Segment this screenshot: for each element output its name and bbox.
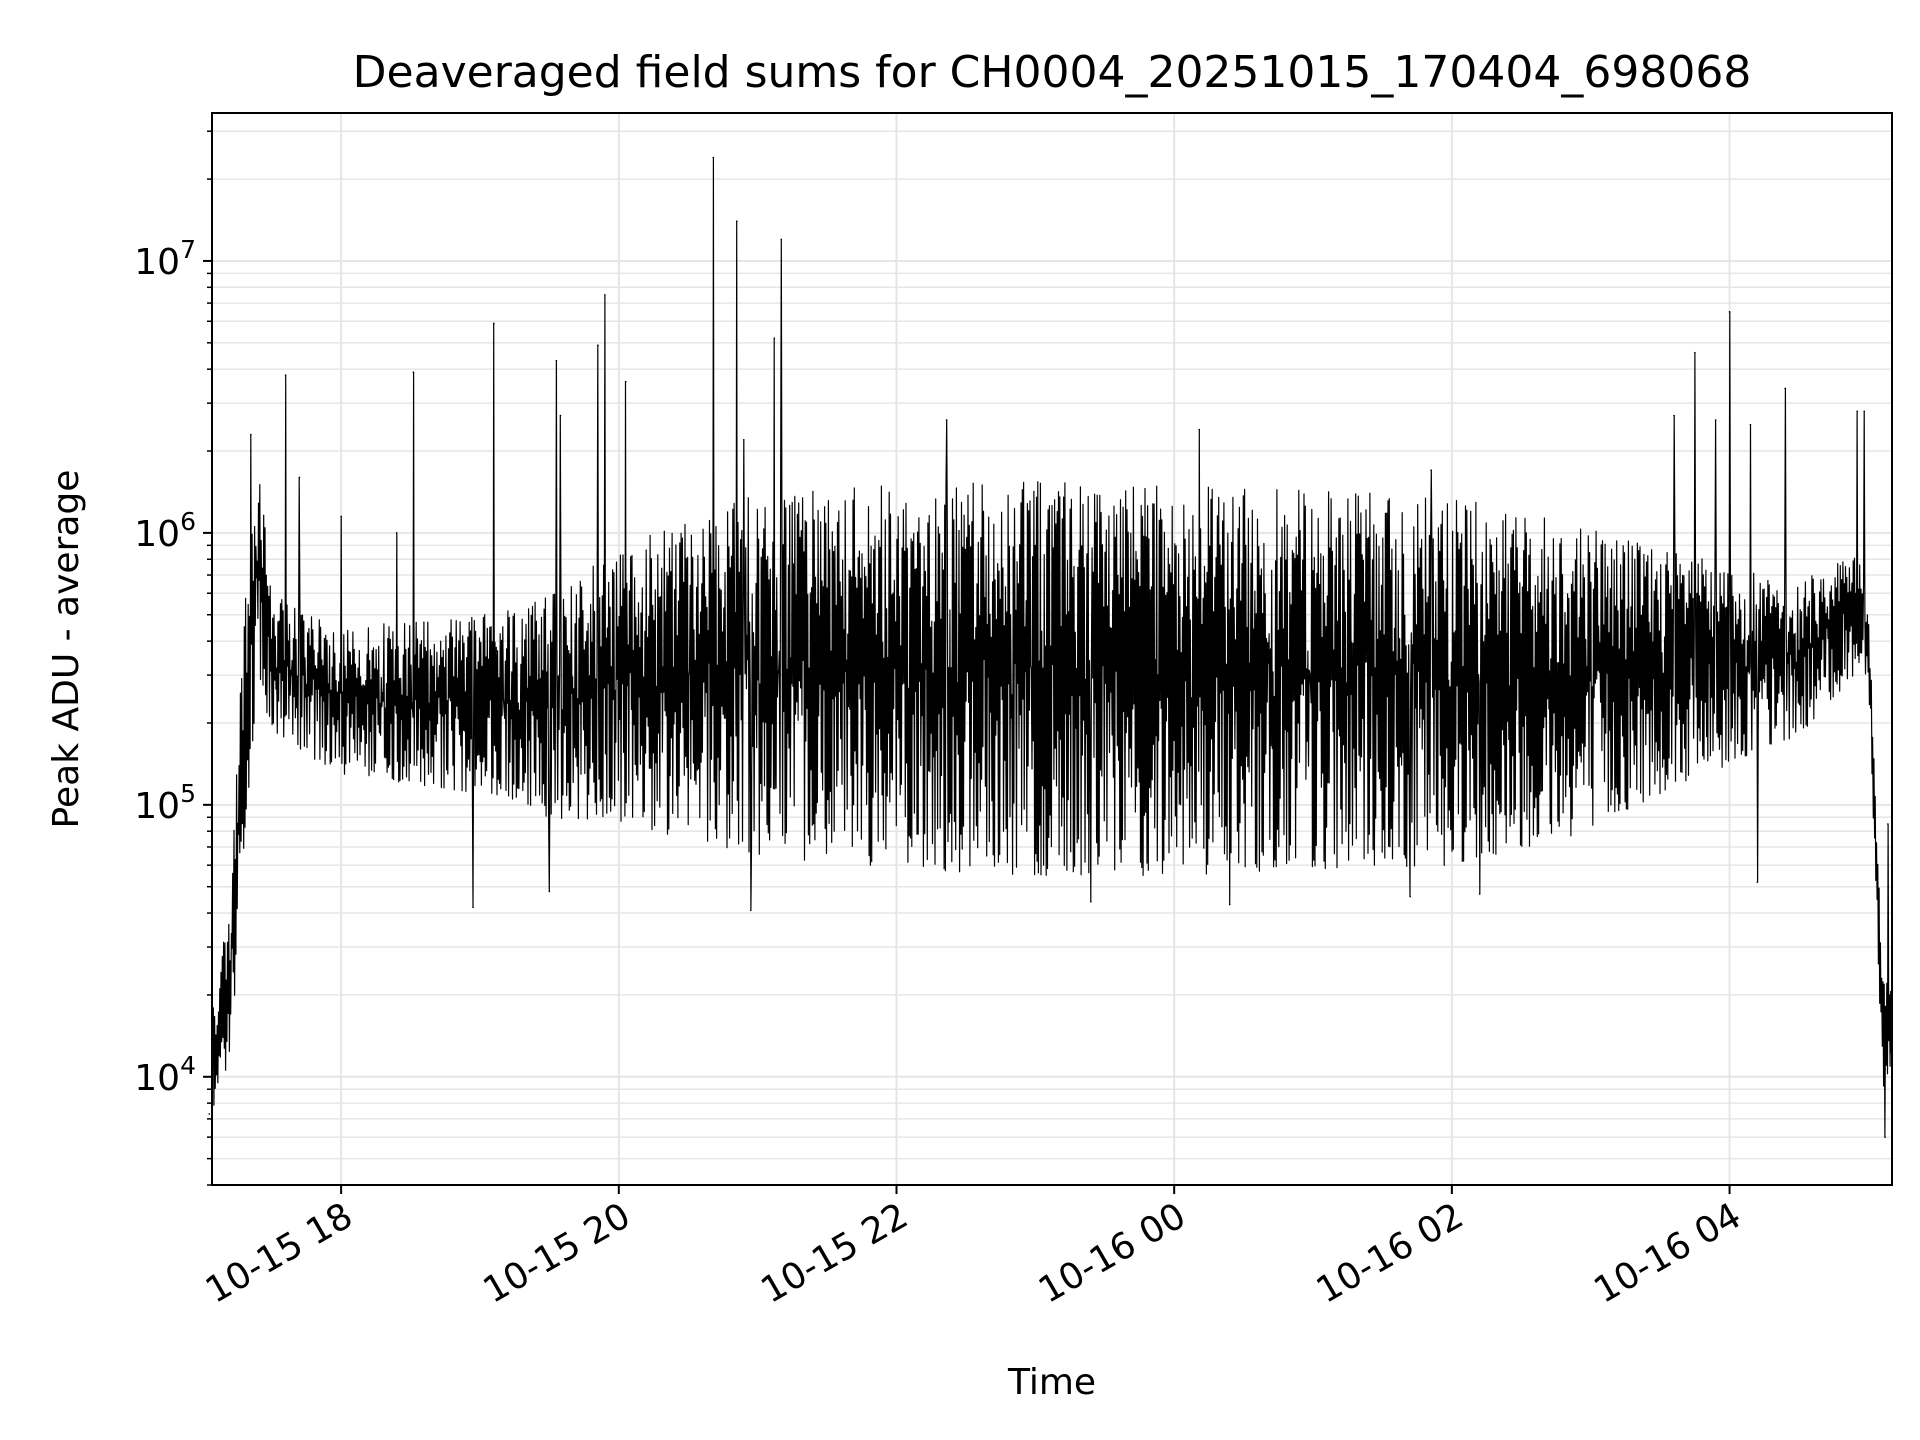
y-tick-exponent: 6 — [180, 507, 196, 536]
dip-point — [1090, 901, 1092, 903]
series-peak-adu — [208, 156, 1893, 1138]
spike-point — [1714, 419, 1717, 421]
dip-point — [749, 909, 752, 911]
spike-point — [1863, 410, 1866, 413]
spike-point — [604, 294, 606, 296]
y-axis-label: Peak ADU - average — [46, 470, 87, 829]
spike-point — [945, 419, 948, 421]
spike-point — [555, 359, 558, 362]
y-tick-base: 10 — [134, 242, 180, 283]
dip-point — [1478, 893, 1481, 895]
dip-point — [548, 890, 551, 893]
plot-frame — [211, 112, 1893, 1186]
y-tick-label: 104 — [134, 1051, 196, 1099]
spike-point — [624, 380, 627, 383]
dip-point — [208, 1113, 211, 1115]
y-tick-base: 10 — [134, 514, 180, 555]
spike-point — [298, 476, 301, 479]
spike-point — [597, 344, 599, 347]
spike-point — [736, 220, 738, 223]
spike-point — [1430, 469, 1432, 472]
spike-point — [1673, 414, 1675, 417]
dip-point — [1887, 823, 1889, 825]
y-tick-base: 10 — [134, 1058, 180, 1099]
spike-point — [559, 414, 562, 417]
spike-point — [1694, 351, 1696, 354]
dip-point — [472, 906, 474, 909]
spike-point — [493, 322, 495, 325]
spike-point — [1784, 387, 1786, 390]
y-tick-exponent: 7 — [180, 235, 196, 264]
y-tick-exponent: 5 — [180, 779, 196, 808]
spike-point — [395, 532, 398, 534]
y-tick-base: 10 — [134, 786, 180, 827]
spike-point — [712, 156, 715, 159]
y-tick-label: 106 — [134, 507, 196, 555]
y-tick-label: 107 — [134, 235, 196, 283]
data-line — [211, 157, 1893, 1138]
spike-point — [780, 238, 783, 241]
y-tick-exponent: 4 — [180, 1051, 196, 1080]
x-axis-label: Time — [1007, 1362, 1096, 1403]
spike-point — [412, 371, 415, 373]
spike-point — [1749, 423, 1752, 426]
spike-point — [1728, 311, 1731, 313]
spike-point — [1198, 428, 1200, 431]
spike-point — [742, 438, 745, 441]
chart-title: Deaveraged field sums for CH0004_2025101… — [353, 47, 1752, 98]
dip-point — [1756, 881, 1759, 883]
spike-point — [773, 337, 776, 339]
spike-point — [340, 515, 342, 518]
spike-point — [284, 374, 287, 377]
spike-point — [250, 433, 252, 436]
dip-point — [1884, 1136, 1886, 1138]
spike-point — [1856, 410, 1859, 413]
dip-point — [1228, 903, 1231, 906]
dip-point — [1409, 895, 1412, 898]
y-tick-label: 105 — [134, 779, 196, 827]
